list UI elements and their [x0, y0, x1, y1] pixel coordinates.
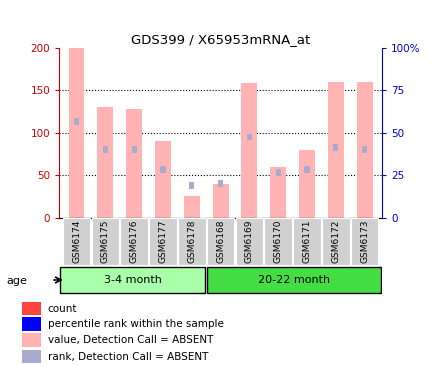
- Text: GSM6178: GSM6178: [187, 219, 196, 263]
- Bar: [298, 150, 314, 218]
- Bar: [206, 218, 234, 265]
- Text: value, Detection Call = ABSENT: value, Detection Call = ABSENT: [48, 335, 213, 345]
- Text: rank, Detection Call = ABSENT: rank, Detection Call = ABSENT: [48, 352, 208, 362]
- Bar: [184, 196, 199, 218]
- Bar: [212, 184, 228, 218]
- Bar: [74, 118, 79, 125]
- Bar: [304, 166, 309, 173]
- Bar: [235, 218, 263, 265]
- Bar: [350, 218, 378, 265]
- Bar: [68, 48, 84, 218]
- Bar: [321, 218, 349, 265]
- Bar: [92, 218, 119, 265]
- Text: GSM6175: GSM6175: [101, 219, 110, 263]
- Bar: [97, 107, 113, 218]
- Bar: [356, 82, 372, 218]
- Bar: [155, 141, 170, 218]
- Text: GSM6169: GSM6169: [244, 219, 253, 263]
- Bar: [189, 182, 194, 189]
- Bar: [120, 218, 148, 265]
- Text: GSM6172: GSM6172: [331, 219, 339, 262]
- Text: count: count: [48, 304, 77, 314]
- Bar: [264, 218, 291, 265]
- Bar: [270, 167, 286, 218]
- Text: GSM6171: GSM6171: [302, 219, 311, 263]
- Bar: [327, 82, 343, 218]
- Bar: [293, 218, 320, 265]
- Bar: [21, 350, 41, 363]
- Bar: [275, 169, 280, 176]
- Bar: [21, 333, 41, 347]
- Bar: [218, 180, 223, 187]
- Text: GSM6174: GSM6174: [72, 219, 81, 262]
- Bar: [131, 146, 137, 153]
- Bar: [160, 166, 165, 173]
- Text: GSM6176: GSM6176: [129, 219, 138, 263]
- Text: 3-4 month: 3-4 month: [103, 275, 161, 285]
- Text: age: age: [7, 276, 28, 286]
- Text: GSM6168: GSM6168: [215, 219, 225, 263]
- Bar: [63, 218, 90, 265]
- Bar: [332, 144, 338, 150]
- Bar: [177, 218, 205, 265]
- Text: GSM6170: GSM6170: [273, 219, 282, 263]
- Text: GSM6177: GSM6177: [158, 219, 167, 263]
- Bar: [102, 146, 108, 153]
- Bar: [246, 134, 251, 140]
- Bar: [206, 267, 381, 293]
- Bar: [126, 109, 142, 218]
- Bar: [21, 302, 41, 315]
- Bar: [60, 267, 205, 293]
- Bar: [241, 83, 257, 218]
- Bar: [149, 218, 177, 265]
- Text: GSM6173: GSM6173: [359, 219, 368, 263]
- Text: percentile rank within the sample: percentile rank within the sample: [48, 319, 223, 329]
- Title: GDS399 / X65953mRNA_at: GDS399 / X65953mRNA_at: [131, 33, 310, 46]
- Text: 20-22 month: 20-22 month: [257, 275, 329, 285]
- Bar: [361, 146, 367, 153]
- Bar: [21, 317, 41, 330]
